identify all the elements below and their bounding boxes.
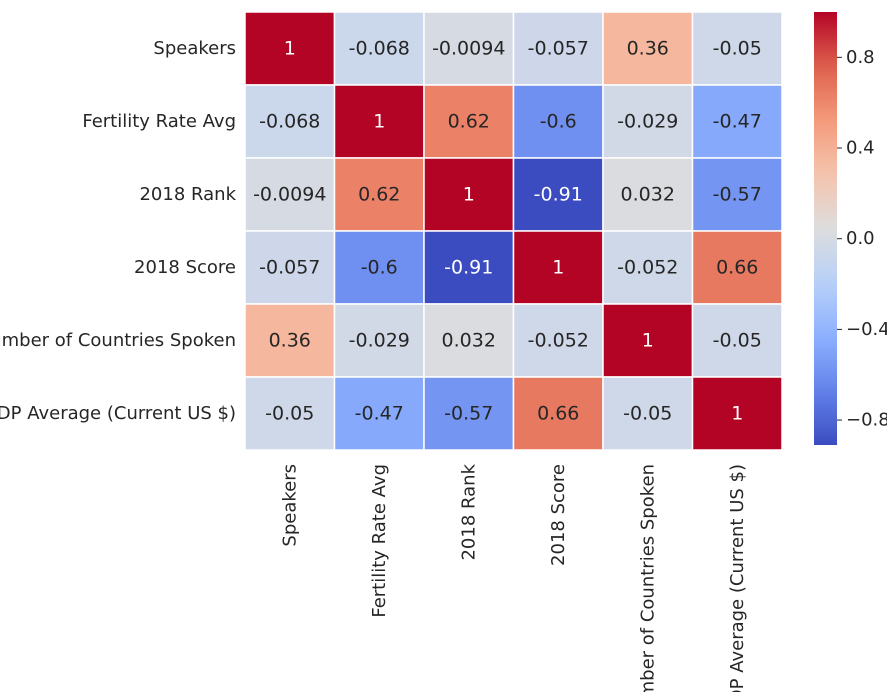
heatmap-cell [333, 157, 425, 232]
heatmap-cell-label: -0.0094 [432, 38, 505, 60]
x-tick-label: Speakers [279, 464, 300, 547]
y-tick-label: 2018 Score [134, 257, 236, 278]
heatmap-cell-label: 1 [642, 330, 654, 352]
heatmap-cell [244, 376, 336, 451]
heatmap-cell-label: 0.62 [448, 111, 490, 133]
heatmap-cell-label: -0.57 [444, 403, 493, 425]
y-tick-label: Speakers [153, 38, 236, 59]
heatmap-cell-label: -0.057 [259, 257, 320, 279]
heatmap-cell-label: -0.47 [713, 111, 762, 133]
heatmap-cell [333, 11, 425, 86]
heatmap-cell-label: -0.91 [534, 184, 583, 206]
y-tick-label: GDP Average (Current US $) [0, 403, 236, 424]
heatmap-cell [244, 303, 336, 378]
heatmap-cell [691, 376, 783, 451]
heatmap-cell-label: 0.66 [537, 403, 579, 425]
heatmap-cell [333, 84, 425, 159]
heatmap-cell [423, 11, 515, 86]
heatmap-cell [512, 376, 604, 451]
heatmap-cell [691, 303, 783, 378]
heatmap-cell-label: 1 [463, 184, 475, 206]
heatmap-cell [691, 230, 783, 305]
heatmap-cell [512, 230, 604, 305]
heatmap-cell [691, 84, 783, 159]
x-tick-label: Number of Countries Spoken [637, 464, 658, 692]
heatmap-cell [423, 303, 515, 378]
heatmap-cell-label: -0.6 [361, 257, 398, 279]
heatmap-cell-label: -0.0094 [253, 184, 326, 206]
heatmap-cell-label: -0.47 [355, 403, 404, 425]
x-tick-labels: Speakers Fertility Rate Avg 2018 Rank 2018 … [279, 463, 748, 696]
x-tick-label: Fertility Rate Avg [369, 464, 390, 618]
heatmap-cell-label: 0.62 [358, 184, 400, 206]
heatmap-cell [691, 157, 783, 232]
heatmap-cell [244, 230, 336, 305]
heatmap-cell-label: -0.029 [349, 330, 410, 352]
heatmap-cell [602, 376, 694, 451]
heatmap-cell [691, 11, 783, 86]
heatmap-cell-labels: 1 -0.068 -0.0094 -0.057 0.36 -0.05 -0.068 1 0.62… [253, 38, 762, 425]
y-tick-label: Number of Countries Spoken [0, 330, 236, 351]
y-tick-labels: Speakers Fertility Rate Avg 2018 Rank 2018 … [0, 38, 237, 424]
heatmap-cell-label: 0.032 [442, 330, 496, 352]
heatmap-cell [512, 84, 604, 159]
y-tick-label: Fertility Rate Avg [82, 111, 236, 132]
heatmap-cell [244, 11, 336, 86]
x-tick-label: GDP Average (Current US $) [727, 464, 748, 692]
heatmap-cell-label: -0.029 [617, 111, 678, 133]
heatmap-cell-label: -0.052 [528, 330, 589, 352]
heatmap-cell-label: -0.57 [713, 184, 762, 206]
heatmap-cell [602, 157, 694, 232]
heatmap-cell-label: -0.6 [540, 111, 577, 133]
colorbar-tick-label: 0.0 [846, 228, 875, 249]
y-tick-label: 2018 Rank [139, 184, 236, 205]
heatmap-cell-label: -0.068 [349, 38, 410, 60]
heatmap-cell-label: -0.05 [713, 38, 762, 60]
heatmap-cell-label: -0.068 [259, 111, 320, 133]
colorbar: 0.8 0.4 0.0 −0.4 −0.8 [814, 12, 887, 445]
heatmap-cell [512, 303, 604, 378]
heatmap-cell [602, 303, 694, 378]
heatmap-cell-label: 0.36 [627, 38, 669, 60]
heatmap-cell [333, 230, 425, 305]
heatmap-cell-label: -0.05 [713, 330, 762, 352]
heatmap-cells [244, 11, 783, 451]
heatmap-cell-label: -0.057 [528, 38, 589, 60]
heatmap-cell-label: -0.91 [444, 257, 493, 279]
heatmap-cell [602, 230, 694, 305]
heatmap-cell-label: 0.36 [269, 330, 311, 352]
heatmap-cell-label: -0.05 [623, 403, 672, 425]
heatmap-cell [512, 157, 604, 232]
heatmap-cell-label: 1 [373, 111, 385, 133]
heatmap-cell-label: 0.032 [621, 184, 675, 206]
colorbar-tick-label: −0.4 [846, 319, 887, 340]
heatmap-cell [423, 230, 515, 305]
heatmap-cell-label: 1 [284, 38, 296, 60]
colorbar-tick-label: 0.8 [846, 47, 875, 68]
colorbar-tick-label: 0.4 [846, 138, 875, 159]
heatmap-cell-label: 1 [552, 257, 564, 279]
heatmap-cell-label: -0.052 [617, 257, 678, 279]
colorbar-gradient [814, 12, 837, 445]
heatmap-cell-label: 0.66 [716, 257, 758, 279]
heatmap-cell-label: -0.05 [265, 403, 314, 425]
heatmap-cell-label: 1 [731, 403, 743, 425]
x-tick-label: 2018 Rank [458, 463, 479, 560]
x-tick-label: 2018 Score [548, 464, 569, 566]
colorbar-tick-label: −0.8 [846, 410, 887, 431]
